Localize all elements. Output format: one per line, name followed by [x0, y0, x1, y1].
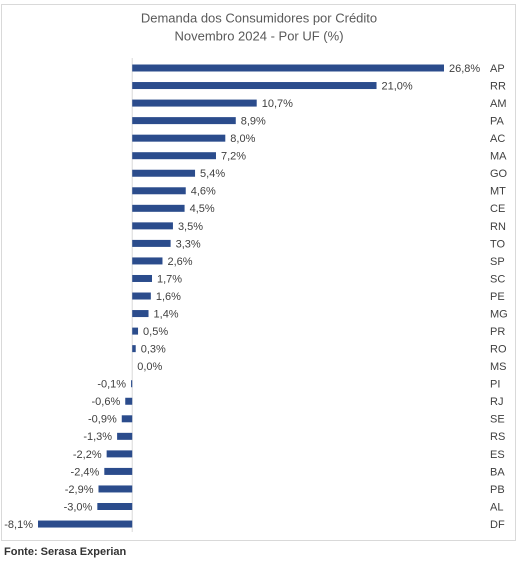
category-label: PR: [490, 326, 505, 338]
category-label: MA: [490, 151, 507, 163]
category-label: ES: [490, 449, 505, 461]
value-label: 1,4%: [154, 308, 179, 320]
bar: [117, 432, 133, 440]
bar: [132, 239, 171, 247]
category-label: DF: [490, 519, 505, 531]
value-label: 0,5%: [143, 326, 168, 338]
bar: [125, 397, 133, 405]
value-label: 7,2%: [221, 151, 246, 163]
value-label: -2,4%: [71, 466, 100, 478]
category-label: RS: [490, 431, 505, 443]
category-label: PA: [490, 116, 505, 128]
value-label: 0,3%: [141, 344, 166, 356]
bar: [98, 485, 133, 493]
category-label: AL: [490, 501, 503, 513]
bar: [38, 520, 133, 528]
bar: [132, 82, 377, 90]
category-label: MG: [490, 308, 508, 320]
value-label: 1,6%: [156, 291, 181, 303]
chart-subtitle: Novembro 2024 - Por UF (%): [174, 28, 343, 43]
value-label: 2,6%: [167, 256, 192, 268]
value-label: 10,7%: [262, 98, 293, 110]
bar: [121, 415, 133, 423]
value-label: 3,5%: [178, 221, 203, 233]
bar: [132, 152, 216, 160]
category-label: PB: [490, 484, 505, 496]
bar: [132, 257, 163, 265]
bar: [132, 345, 136, 353]
value-label: -2,9%: [65, 484, 94, 496]
value-label: 5,4%: [200, 168, 225, 180]
category-label: AC: [490, 133, 505, 145]
bar: [132, 117, 236, 125]
chart-frame: [1, 4, 516, 541]
category-label: BA: [490, 466, 505, 478]
value-label: -2,2%: [73, 449, 102, 461]
value-label: 3,3%: [176, 238, 201, 250]
bar: [132, 64, 444, 72]
value-label: -8,1%: [4, 519, 33, 531]
category-label: MT: [490, 186, 506, 198]
bar: [132, 99, 257, 107]
value-label: -3,0%: [64, 501, 93, 513]
category-label: TO: [490, 238, 506, 250]
category-label: RN: [490, 221, 506, 233]
bar: [132, 292, 151, 300]
bar: [132, 327, 139, 335]
bar: [104, 467, 133, 475]
category-label: MS: [490, 361, 507, 373]
chart-title: Demanda dos Consumidores por Crédito: [141, 10, 377, 25]
value-label: -0,1%: [97, 379, 126, 391]
bar: [132, 169, 196, 177]
category-label: SC: [490, 273, 505, 285]
category-label: SP: [490, 256, 505, 268]
value-label: 4,6%: [191, 186, 216, 198]
value-label: 4,5%: [190, 203, 215, 215]
bar: [131, 380, 133, 388]
category-label: AM: [490, 98, 507, 110]
source-note: Fonte: Serasa Experian: [4, 546, 127, 558]
bar: [132, 134, 226, 142]
category-label: RR: [490, 80, 506, 92]
bar: [132, 222, 173, 230]
value-label: 21,0%: [382, 80, 413, 92]
value-label: 8,9%: [241, 116, 266, 128]
category-label: RJ: [490, 396, 503, 408]
category-label: AP: [490, 63, 505, 75]
category-label: CE: [490, 203, 505, 215]
value-label: 1,7%: [157, 273, 182, 285]
value-label: -1,3%: [83, 431, 112, 443]
bar: [132, 274, 153, 282]
bar: [132, 187, 186, 195]
category-label: GO: [490, 168, 508, 180]
bar: [132, 204, 185, 212]
value-label: -0,9%: [88, 414, 117, 426]
bar: [97, 503, 133, 510]
value-label: 8,0%: [230, 133, 255, 145]
value-label: 0,0%: [137, 361, 162, 373]
bar: [132, 310, 149, 318]
bar: [106, 450, 133, 458]
category-label: RO: [490, 344, 507, 356]
category-label: PE: [490, 291, 505, 303]
value-label: -0,6%: [91, 396, 120, 408]
category-label: SE: [490, 414, 505, 426]
category-label: PI: [490, 379, 500, 391]
value-label: 26,8%: [449, 63, 480, 75]
